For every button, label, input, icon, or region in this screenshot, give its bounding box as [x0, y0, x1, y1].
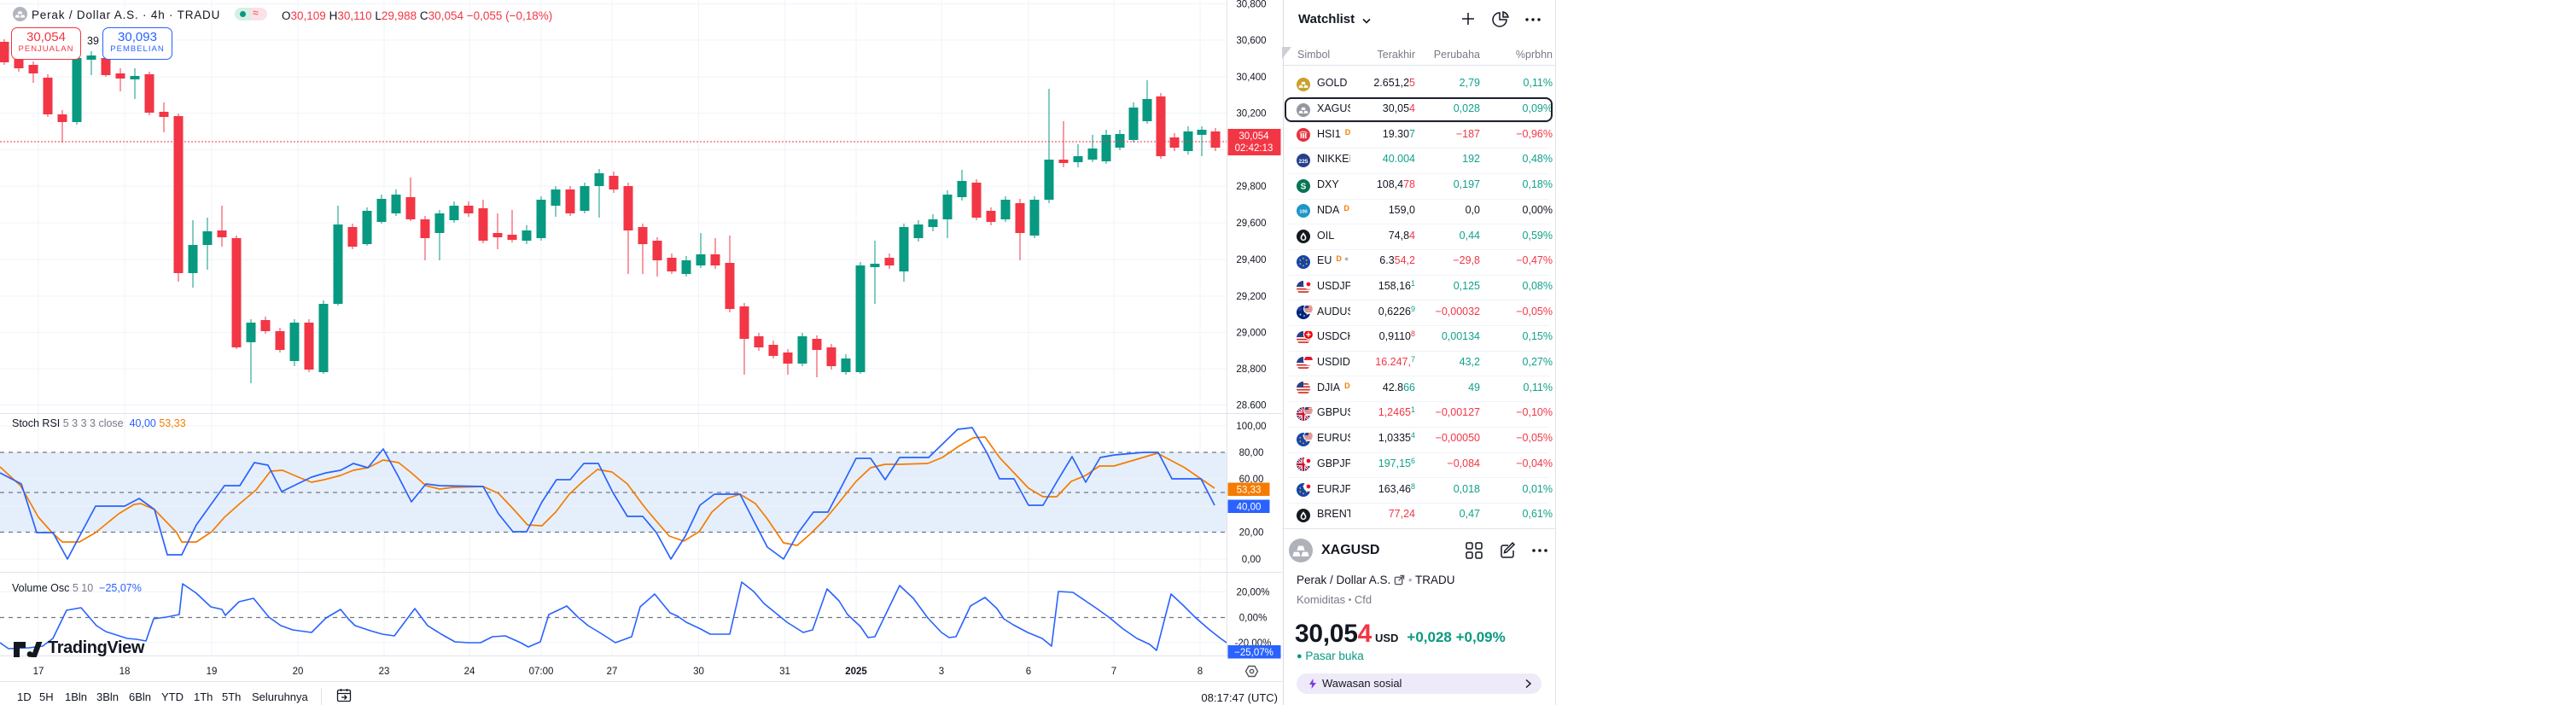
svg-text:3: 3 [939, 667, 944, 677]
svg-text:80,00: 80,00 [1239, 448, 1264, 458]
svg-text:18: 18 [119, 667, 131, 677]
svg-text:30,600: 30,600 [1236, 36, 1266, 46]
svg-text:30,054: 30,054 [1238, 131, 1269, 142]
svg-text:20,00%: 20,00% [1236, 588, 1269, 598]
svg-text:28.600: 28.600 [1236, 401, 1266, 411]
svg-text:100,00: 100,00 [1236, 422, 1266, 432]
svg-text:20,00: 20,00 [1239, 528, 1264, 539]
svg-text:23: 23 [379, 667, 390, 677]
svg-text:31: 31 [779, 667, 790, 677]
svg-text:29,600: 29,600 [1236, 218, 1266, 229]
svg-text:28,800: 28,800 [1236, 364, 1266, 375]
svg-text:225: 225 [1299, 159, 1308, 165]
svg-text:07:00: 07:00 [529, 667, 554, 677]
svg-text:30,800: 30,800 [1236, 0, 1266, 10]
svg-text:27: 27 [607, 667, 618, 677]
svg-text:29,400: 29,400 [1236, 255, 1266, 265]
svg-text:24: 24 [464, 667, 475, 677]
svg-text:20: 20 [293, 667, 304, 677]
svg-text:29,000: 29,000 [1236, 329, 1266, 339]
svg-text:40,00: 40,00 [1237, 503, 1262, 513]
svg-text:19: 19 [207, 667, 218, 677]
svg-text:29,800: 29,800 [1236, 182, 1266, 192]
svg-text:100: 100 [1299, 210, 1307, 215]
svg-text:6: 6 [1026, 667, 1031, 677]
svg-text:60,00: 60,00 [1239, 475, 1264, 485]
svg-text:S: S [1301, 182, 1307, 191]
svg-text:30: 30 [693, 667, 704, 677]
svg-text:17: 17 [33, 667, 44, 677]
svg-text:30,400: 30,400 [1236, 73, 1266, 83]
svg-text:53,33: 53,33 [1237, 486, 1262, 496]
svg-text:8: 8 [1198, 667, 1203, 677]
svg-text:0,00%: 0,00% [1239, 614, 1268, 624]
svg-text:0,00: 0,00 [1242, 555, 1261, 565]
svg-text:2025: 2025 [845, 667, 867, 677]
svg-text:−25,07%: −25,07% [1234, 648, 1273, 658]
svg-text:02:42:13: 02:42:13 [1235, 143, 1273, 154]
svg-text:29,200: 29,200 [1236, 292, 1266, 302]
svg-text:30,200: 30,200 [1236, 109, 1266, 119]
svg-text:7: 7 [1111, 667, 1116, 677]
